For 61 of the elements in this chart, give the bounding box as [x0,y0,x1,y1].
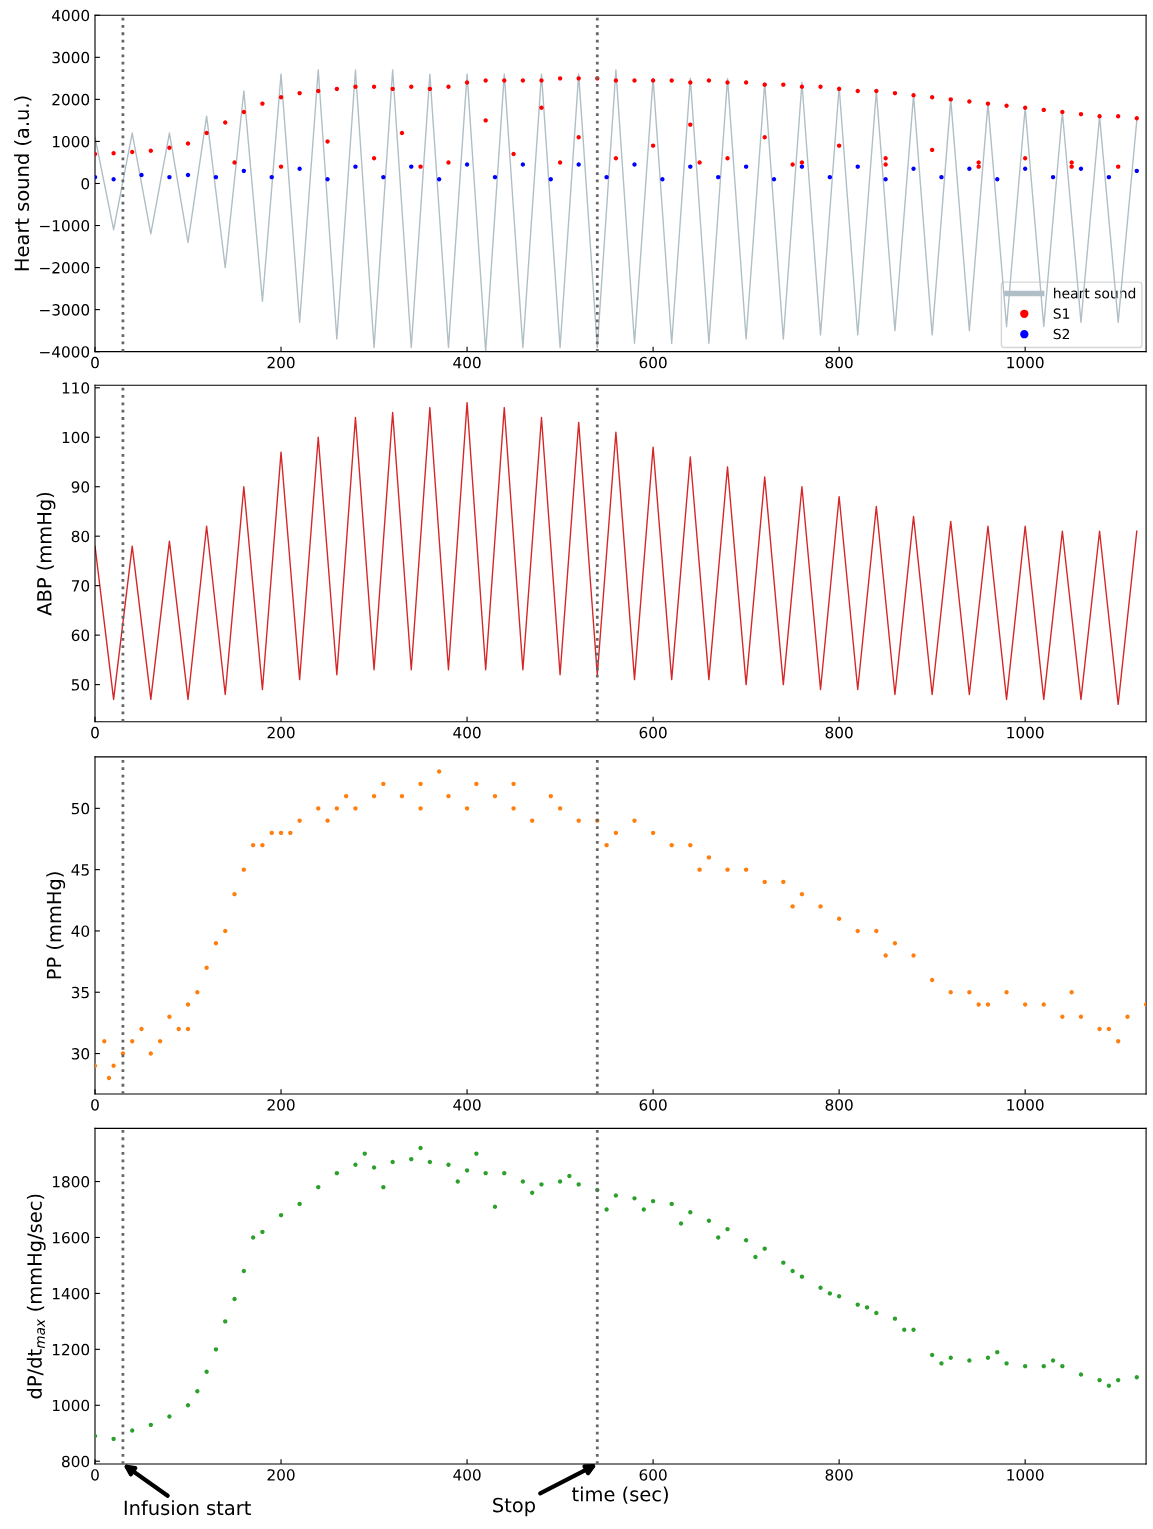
x-tick-label: 400 [453,1469,481,1481]
x-tick-label: 600 [639,1469,667,1481]
x-tick-label: 200 [267,356,295,369]
x-tick-label: 0 [91,1469,99,1481]
y-tick-label: 50 [71,802,90,815]
y-axis-title: ABP (mmHg) [36,492,56,616]
y-tick-label: 70 [71,580,90,592]
x-tick-label: 400 [453,1099,481,1111]
legend-label: heart sound [1054,287,1136,299]
x-tick-label: 400 [453,726,481,739]
legend-label: S2 [1053,328,1070,340]
y-tick-label: 3000 [52,51,90,64]
y-tick-label: −2000 [40,262,90,274]
y-tick-label: 0 [81,177,90,190]
y-tick-label: 60 [71,629,90,642]
x-tick-label: 800 [825,1469,853,1481]
y-tick-label: −3000 [40,304,90,316]
y-tick-label: 1400 [52,1287,90,1300]
x-tick-label: 1000 [1007,1469,1044,1481]
x-tick-label: 1000 [1007,356,1044,369]
x-tick-label: 800 [825,1099,853,1111]
y-tick-label: 1800 [52,1176,90,1188]
y-tick-label: 80 [71,530,90,543]
x-tick-label: 600 [639,356,667,369]
x-tick-label: 0 [91,1099,99,1111]
y-tick-label: 1600 [52,1231,90,1244]
x-tick-label: 600 [639,726,667,739]
y-tick-label: 4000 [52,9,90,22]
x-tick-label: 1000 [1007,726,1044,739]
y-tick-label: 50 [71,679,90,691]
y-tick-label: 2000 [52,93,90,106]
x-tick-label: 0 [91,726,99,739]
x-tick-label: 0 [91,356,99,369]
y-tick-label: 1000 [52,135,90,148]
annotation: Stop [493,1497,535,1517]
x-tick-label: 600 [639,1099,667,1111]
y-axis-title: PP (mmHg) [46,872,66,979]
y-tick-label: 800 [62,1455,90,1468]
legend-label: S1 [1053,308,1070,319]
y-tick-label: 100 [62,431,90,444]
x-tick-label: 200 [267,726,295,739]
y-tick-label: 110 [62,382,90,394]
y-axis-title: dP/dt$_{max}$ (mmHg/sec) [26,1194,46,1399]
x-axis-title: time (sec) [572,1486,668,1504]
x-tick-label: 800 [825,356,853,369]
annotation: Infusion start [124,1500,251,1516]
y-tick-label: 1000 [52,1399,90,1412]
x-tick-label: 800 [825,726,853,739]
y-tick-label: 1200 [52,1343,90,1356]
y-axis-title: Heart sound (a.u.) [14,96,32,271]
y-tick-label: 40 [71,925,90,937]
y-tick-label: 90 [71,481,90,493]
y-tick-label: 30 [71,1048,90,1060]
y-tick-label: −4000 [40,346,90,358]
x-tick-label: 1000 [1007,1099,1044,1111]
y-tick-label: 35 [71,986,89,999]
x-tick-label: 200 [267,1469,295,1481]
x-tick-label: 200 [267,1099,295,1111]
x-tick-label: 400 [453,356,481,369]
y-tick-label: −1000 [40,219,90,232]
y-tick-label: 45 [71,864,89,876]
